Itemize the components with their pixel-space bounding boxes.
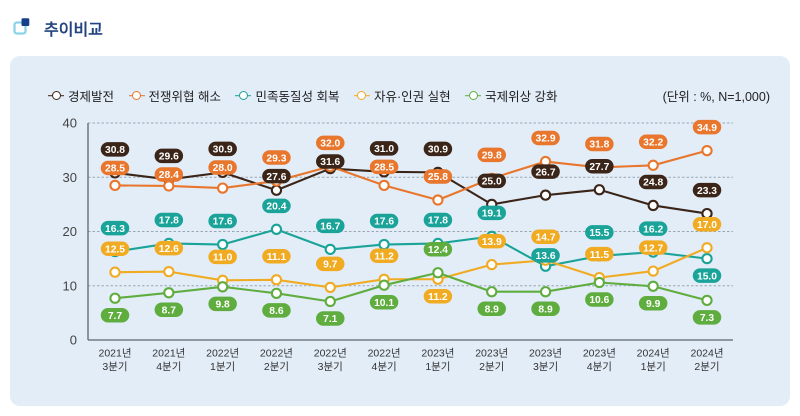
svg-text:2022년: 2022년 [368,348,401,360]
svg-text:27.6: 27.6 [266,172,286,183]
svg-text:10.6: 10.6 [589,295,609,306]
svg-text:13.6: 13.6 [536,251,556,262]
svg-text:34.9: 34.9 [697,123,717,134]
svg-text:31.8: 31.8 [589,140,609,151]
svg-text:15.5: 15.5 [589,228,609,239]
svg-text:29.6: 29.6 [159,152,179,163]
svg-text:15.0: 15.0 [697,271,717,282]
svg-text:30.9: 30.9 [428,145,448,156]
svg-text:20: 20 [63,224,77,239]
svg-text:2분기: 2분기 [694,361,719,373]
svg-text:1분기: 1분기 [641,361,666,373]
svg-text:25.0: 25.0 [482,177,502,188]
svg-text:11.5: 11.5 [590,250,610,261]
svg-text:40: 40 [63,116,77,131]
svg-text:7.7: 7.7 [108,311,123,322]
svg-text:26.7: 26.7 [536,167,556,178]
svg-text:11.2: 11.2 [428,292,448,303]
svg-text:20.4: 20.4 [266,202,286,213]
svg-text:28.5: 28.5 [105,164,125,175]
svg-text:30.9: 30.9 [213,145,233,156]
svg-text:1분기: 1분기 [425,361,450,373]
svg-text:23.3: 23.3 [697,186,717,197]
svg-text:28.0: 28.0 [213,163,233,174]
svg-text:3분기: 3분기 [102,361,127,373]
svg-text:32.9: 32.9 [536,134,556,145]
svg-text:16.2: 16.2 [643,224,663,235]
svg-text:14.7: 14.7 [536,232,556,243]
svg-text:9.9: 9.9 [646,299,661,310]
svg-text:28.5: 28.5 [374,163,394,174]
svg-text:2024년: 2024년 [690,348,723,360]
svg-text:27.7: 27.7 [589,162,609,173]
svg-text:30.8: 30.8 [105,145,125,156]
svg-text:9.7: 9.7 [323,260,338,271]
svg-text:2022년: 2022년 [260,348,293,360]
svg-text:2024년: 2024년 [637,348,670,360]
svg-text:1분기: 1분기 [210,361,235,373]
svg-text:12.6: 12.6 [159,244,179,255]
svg-text:16.3: 16.3 [105,224,125,235]
svg-text:4분기: 4분기 [156,361,181,373]
svg-text:17.8: 17.8 [428,216,448,227]
svg-text:11.2: 11.2 [374,251,394,262]
svg-text:8.6: 8.6 [269,306,284,317]
svg-text:9.8: 9.8 [215,300,230,311]
svg-text:31.0: 31.0 [374,144,394,155]
svg-text:2021년: 2021년 [152,348,185,360]
svg-text:2022년: 2022년 [314,348,347,360]
svg-text:4분기: 4분기 [587,361,612,373]
svg-text:2022년: 2022년 [206,348,239,360]
svg-text:17.6: 17.6 [374,217,394,228]
svg-text:2023년: 2023년 [475,348,508,360]
svg-text:8.7: 8.7 [162,306,177,317]
svg-text:17.6: 17.6 [213,217,233,228]
svg-text:11.1: 11.1 [267,252,287,263]
svg-text:10: 10 [63,278,77,293]
svg-text:0: 0 [70,333,77,348]
svg-text:2023년: 2023년 [529,348,562,360]
svg-text:8.9: 8.9 [538,304,553,315]
svg-text:19.1: 19.1 [482,209,502,220]
svg-text:29.8: 29.8 [482,151,502,162]
svg-text:32.0: 32.0 [320,139,340,150]
svg-text:28.4: 28.4 [159,170,179,181]
svg-text:8.9: 8.9 [485,304,500,315]
svg-text:24.8: 24.8 [643,178,663,189]
svg-text:2021년: 2021년 [98,348,131,360]
svg-text:3분기: 3분기 [318,361,343,373]
svg-text:16.7: 16.7 [320,222,340,233]
svg-text:2023년: 2023년 [583,348,616,360]
svg-text:13.9: 13.9 [482,237,502,248]
svg-text:12.4: 12.4 [428,245,448,256]
svg-text:30: 30 [63,170,77,185]
svg-text:3분기: 3분기 [533,361,558,373]
svg-text:11.0: 11.0 [213,253,233,264]
svg-text:12.5: 12.5 [105,244,125,255]
svg-text:29.3: 29.3 [266,153,286,164]
svg-text:7.3: 7.3 [700,313,715,324]
svg-text:17.8: 17.8 [159,216,179,227]
svg-text:7.1: 7.1 [323,314,338,325]
svg-text:25.8: 25.8 [428,172,448,183]
svg-text:31.6: 31.6 [320,157,340,168]
svg-text:2분기: 2분기 [479,361,504,373]
svg-text:4분기: 4분기 [372,361,397,373]
svg-text:10.1: 10.1 [374,298,394,309]
svg-text:12.7: 12.7 [643,243,663,254]
svg-text:2분기: 2분기 [264,361,289,373]
svg-text:2023년: 2023년 [421,348,454,360]
svg-text:17.0: 17.0 [697,220,717,231]
svg-text:32.2: 32.2 [643,138,663,149]
